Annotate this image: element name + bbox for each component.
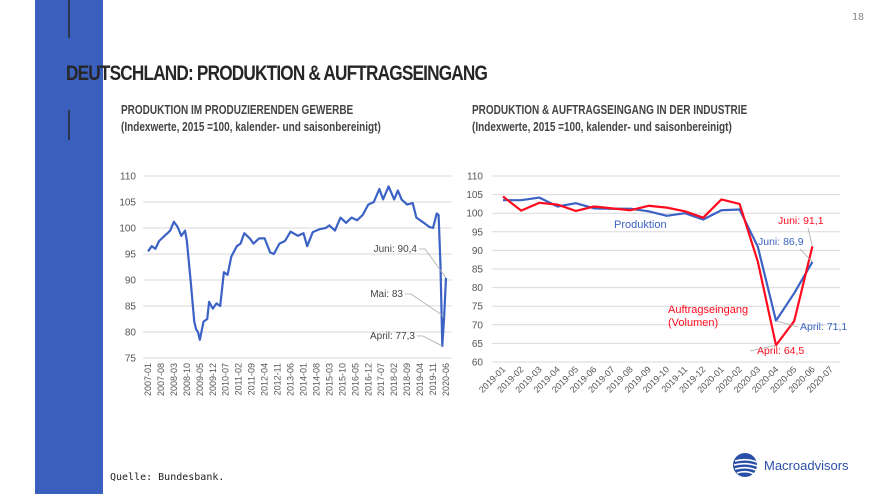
y-tick-label: 95 [472,227,484,238]
x-tick-label: 2007-08 [156,363,166,396]
x-tick-label: 2013-06 [286,363,296,396]
x-tick-label: 2011-09 [247,363,257,395]
page-number: 18 [851,12,864,23]
y-tick-label: 60 [472,358,484,369]
y-tick-label: 105 [466,190,483,201]
source-note: Quelle: Bundesbank. [110,472,225,483]
y-tick-label: 100 [466,209,483,220]
y-tick-label: 90 [125,276,137,287]
leader-line [775,320,799,328]
chart2-title: PRODUKTION & AUFTRAGSEINGANG IN DER INDU… [472,103,748,117]
y-tick-label: 105 [119,198,136,209]
series-label-auftragseingang-suffix: (Volumen) [668,317,718,329]
data-label: April: 71,1 [800,321,847,333]
x-tick-label: 2009-05 [195,363,205,396]
x-tick-label: 2019-04 [415,363,425,396]
y-tick-label: 80 [125,328,137,339]
x-tick-label: 2014-08 [311,363,321,396]
x-tick-label: 2018-09 [402,363,412,396]
data-label: Juni: 90,4 [374,244,418,255]
y-tick-label: 85 [125,302,137,313]
x-tick-label: 2012-11 [273,363,283,395]
decor-line [68,0,70,38]
chart1-subtitle: (Indexwerte, 2015 =100, kalender- und sa… [121,120,381,134]
decor-line [68,110,70,140]
x-tick-label: 2015-03 [324,363,334,396]
x-tick-label: 2011-02 [234,363,244,395]
y-tick-label: 75 [125,354,137,365]
y-tick-label: 100 [119,224,136,235]
leader-line [405,293,445,317]
series-label-auftragseingang: Auftragseingang [668,304,748,316]
series-line-auftragseingang [502,195,814,347]
y-tick-label: 95 [125,250,137,261]
y-tick-label: 110 [120,172,136,183]
logo: Macroadvisors [732,452,849,478]
series-label-produktion: Produktion [614,219,667,231]
series-line-produktion [147,185,448,348]
x-tick-label: 2008-03 [169,363,179,396]
x-tick-label: 2018-02 [389,363,399,396]
x-tick-label: 2007-01 [143,363,153,396]
y-tick-label: 75 [472,302,484,313]
chart2-subtitle: (Indexwerte, 2015 =100, kalender- und sa… [472,120,732,134]
data-label: April: 77,3 [370,331,415,342]
x-tick-label: 2012-04 [260,363,270,396]
logo-text: Macroadvisors [764,457,849,473]
data-label: Juni: 91,1 [778,215,824,227]
x-tick-label: 2009-12 [208,363,218,396]
page-title: DEUTSCHLAND: PRODUKTION & AUFTRAGSEINGAN… [66,62,488,85]
y-tick-label: 85 [472,265,484,276]
leader-line [799,248,813,263]
y-tick-label: 65 [472,339,484,350]
data-label: April: 64,5 [757,345,804,357]
accent-bar [35,0,103,494]
x-tick-label: 2015-10 [337,363,347,396]
x-tick-label: 2017-07 [376,363,386,396]
y-tick-label: 90 [472,246,484,257]
y-tick-label: 110 [467,172,483,183]
leader-line [749,344,777,352]
leader-line [807,227,813,247]
x-tick-label: 2014-01 [298,363,308,396]
y-tick-label: 80 [472,283,484,294]
chart1-title: PRODUKTION IM PRODUZIERENDEN GEWERBE [121,103,354,117]
leader-line [419,248,447,279]
globe-logo-icon [733,453,758,477]
x-tick-label: 2008-10 [182,363,192,396]
data-label: Mai: 83 [370,289,403,300]
leader-line [417,335,443,347]
y-tick-label: 70 [472,320,484,331]
data-label: Juni: 86,9 [758,236,804,248]
x-tick-label: 2010-07 [221,363,231,396]
x-tick-label: 2016-12 [363,363,373,396]
x-tick-label: 2020-06 [441,363,451,396]
x-tick-label: 2019-11 [428,363,438,395]
x-tick-label: 2016-05 [350,363,360,396]
